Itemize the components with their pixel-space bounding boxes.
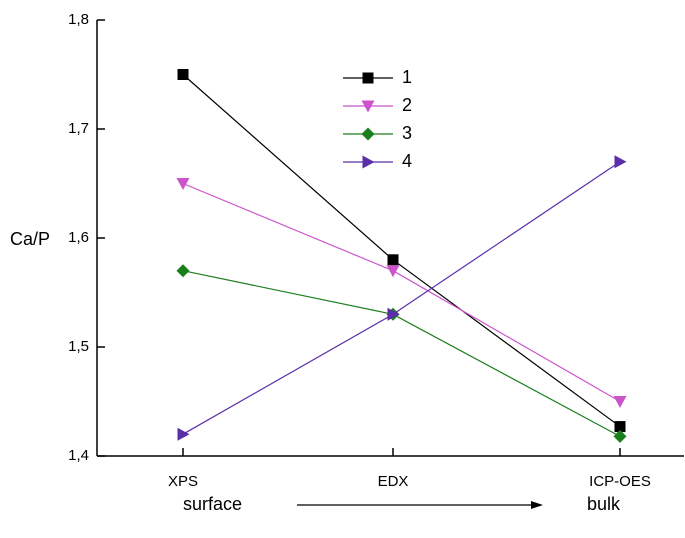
marker (177, 69, 189, 80)
marker (613, 396, 627, 408)
y-tick-label: 1,7 (68, 120, 89, 137)
series-line (182, 182, 621, 403)
y-tick-label: 1,6 (68, 229, 89, 246)
marker (361, 100, 375, 113)
annotation: bulk (587, 494, 621, 514)
series-line (182, 161, 621, 435)
y-axis-label: Ca/P (10, 229, 50, 249)
legend-label: 3 (402, 123, 412, 143)
legend-label: 2 (402, 95, 412, 115)
marker (361, 127, 375, 141)
annotation: surface (183, 494, 242, 514)
x-tick-label: XPS (168, 473, 198, 490)
marker (176, 264, 190, 278)
marker (177, 427, 190, 441)
marker (176, 178, 190, 190)
y-tick-label: 1,5 (68, 338, 89, 355)
marker (613, 429, 627, 443)
marker (387, 307, 400, 321)
x-tick-label: ICP-OES (589, 473, 651, 490)
y-tick-label: 1,8 (68, 11, 89, 28)
marker (362, 155, 375, 169)
marker (614, 421, 626, 433)
y-tick-label: 1,4 (68, 447, 89, 464)
legend-label: 1 (402, 67, 412, 87)
marker (362, 72, 374, 84)
arrow-head (531, 501, 543, 509)
marker (386, 265, 400, 278)
marker (387, 254, 399, 266)
x-tick-label: EDX (378, 473, 409, 490)
series-line (182, 270, 621, 437)
marker (614, 155, 627, 169)
legend-label: 4 (402, 151, 412, 171)
